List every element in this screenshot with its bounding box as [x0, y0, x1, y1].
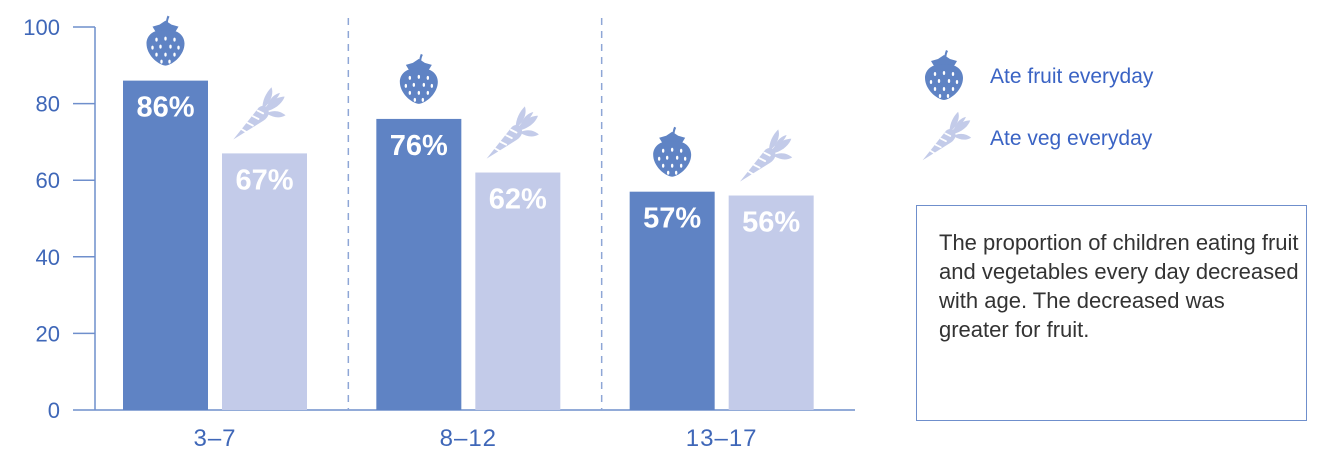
category-label: 8–12: [440, 425, 497, 450]
data-label: 56%: [742, 207, 800, 239]
data-label: 76%: [390, 130, 448, 162]
strawberry-icon: [653, 126, 692, 177]
data-label: 86%: [136, 92, 194, 124]
y-axis: 0 20 40 60 80 100: [23, 15, 96, 423]
strawberry-icon: [399, 53, 438, 104]
fruit-bar: [629, 191, 715, 410]
veg-bar: [475, 172, 561, 410]
data-label: 67%: [235, 164, 293, 196]
y-tick-label: 80: [36, 92, 60, 117]
carrot-icon: [921, 110, 973, 162]
legend-label-veg: Ate veg everyday: [990, 127, 1153, 150]
note-text: The proportion of children eating fruit …: [939, 230, 1299, 342]
legend-item-fruit: Ate fruit everyday: [925, 50, 1154, 100]
legend: Ate fruit everyday Ate veg everyday: [921, 50, 1154, 162]
y-tick-label: 100: [23, 15, 60, 40]
y-tick-label: 40: [36, 245, 60, 270]
note-box: The proportion of children eating fruit …: [916, 205, 1307, 421]
category-separators: [347, 18, 603, 410]
bars: 86% 67% 76% 62% 57% 56%: [123, 15, 814, 411]
carrot-icon: [485, 105, 540, 160]
y-tick-label: 20: [36, 321, 60, 346]
fruit-bar: [123, 80, 208, 411]
legend-item-veg: Ate veg everyday: [921, 110, 1153, 162]
legend-label-fruit: Ate fruit everyday: [990, 65, 1154, 88]
strawberry-icon: [925, 50, 963, 100]
data-label: 57%: [643, 203, 701, 235]
carrot-icon: [232, 86, 287, 141]
category-label: 3–7: [193, 425, 236, 450]
strawberry-icon: [146, 15, 185, 66]
veg-bar: [222, 153, 307, 410]
category-label: 13–17: [686, 425, 758, 450]
y-tick-label: 0: [48, 398, 60, 423]
x-axis: 3–7 8–12 13–17: [95, 409, 855, 450]
carrot-icon: [739, 128, 794, 183]
y-tick-label: 60: [36, 168, 60, 193]
data-label: 62%: [489, 184, 547, 216]
veg-bar: [728, 195, 814, 410]
fruit-bar: [376, 118, 462, 411]
